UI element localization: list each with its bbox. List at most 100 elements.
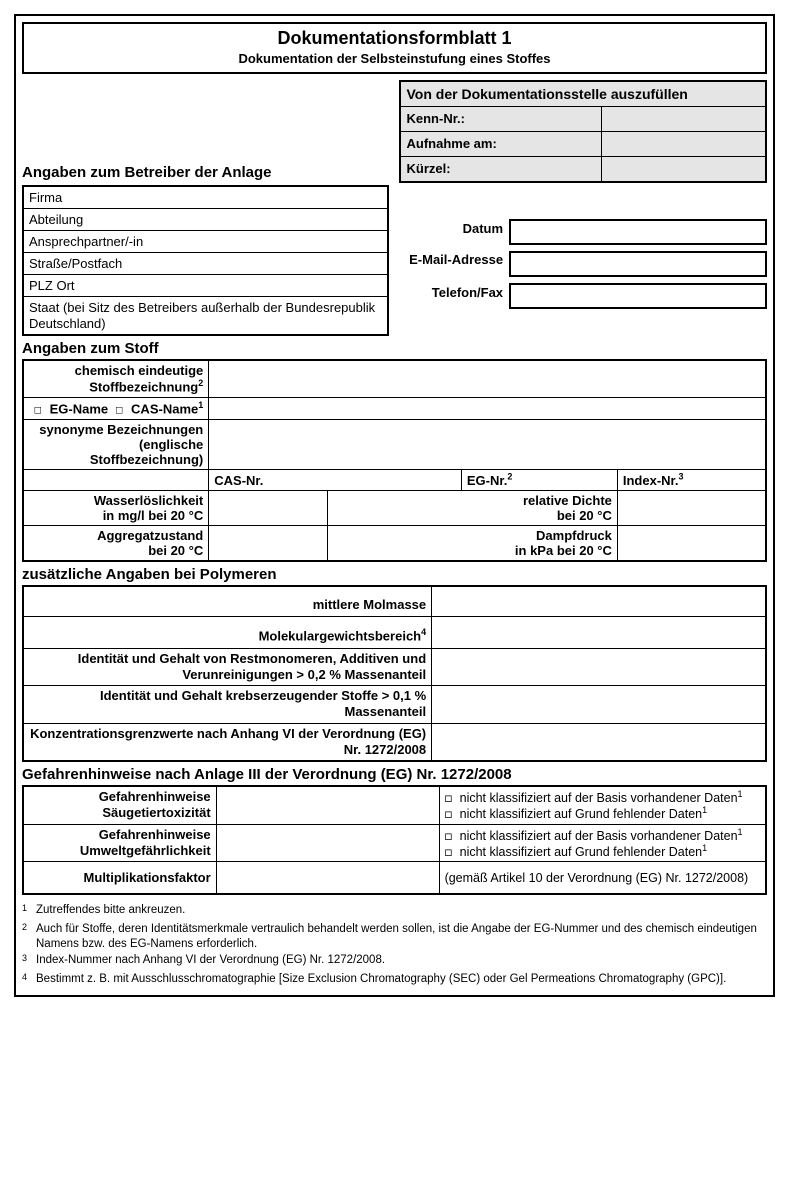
dichte-label-1: relative Dichte bbox=[523, 493, 612, 508]
wasser-label: Wasserlöslichkeit in mg/l bei 20 °C bbox=[23, 491, 209, 526]
syn-label-1: synonyme Bezeichnungen bbox=[39, 422, 203, 437]
konz-label: Konzentrationsgrenzwerte nach Anhang VI … bbox=[23, 723, 432, 761]
chem-label-text: chemisch eindeutige Stoffbezeichnung bbox=[75, 363, 204, 394]
molgewicht-label: Molekulargewichtsbereich4 bbox=[23, 617, 432, 648]
umwelt-label: Gefahrenhinweise Umweltgefährlichkeit bbox=[23, 824, 216, 862]
umwelt-options: ◻ nicht klassifiziert auf der Basis vorh… bbox=[439, 824, 766, 862]
abteilung-cell[interactable]: Abteilung bbox=[23, 209, 388, 231]
cas-name-checkbox[interactable]: ☐ bbox=[115, 402, 131, 417]
saege-opt-b-checkbox[interactable]: ◻ bbox=[445, 806, 460, 821]
saege-opt-a-label: nicht klassifiziert auf der Basis vorhan… bbox=[460, 791, 738, 805]
gefahr-table: Gefahrenhinweise Säugetiertoxizität ◻ ni… bbox=[22, 785, 767, 895]
rest-label: Identität und Gehalt von Restmonomeren, … bbox=[23, 648, 432, 686]
saege-opt-a-checkbox[interactable]: ◻ bbox=[445, 790, 460, 805]
fn1: Zutreffendes bitte ankreuzen. bbox=[36, 903, 767, 920]
kennnr-value[interactable] bbox=[601, 107, 765, 131]
konz-value[interactable] bbox=[432, 723, 766, 761]
tel-label: Telefon/Fax bbox=[399, 283, 510, 309]
casnr-header: CAS-Nr. bbox=[209, 469, 462, 490]
umwelt-opt-a-checkbox[interactable]: ◻ bbox=[445, 828, 460, 843]
syn-label-2: (englische Stoffbezeichnung) bbox=[90, 437, 203, 467]
umwelt-opt-b-label: nicht klassifiziert auf Grund fehlender … bbox=[460, 845, 703, 859]
form-container: Dokumentationsformblatt 1 Dokumentation … bbox=[14, 14, 775, 997]
kuerzel-label: Kürzel: bbox=[401, 157, 601, 181]
saege-options: ◻ nicht klassifiziert auf der Basis vorh… bbox=[439, 786, 766, 824]
docstelle-heading: Von der Dokumentationsstelle auszufüllen bbox=[401, 82, 766, 106]
name-value[interactable] bbox=[209, 397, 766, 419]
plz-cell[interactable]: PLZ Ort bbox=[23, 275, 388, 297]
email-label: E-Mail-Adresse bbox=[399, 251, 510, 277]
ansprech-cell[interactable]: Ansprechpartner/-in bbox=[23, 231, 388, 253]
empty-cell bbox=[23, 469, 209, 490]
multi-value[interactable] bbox=[216, 862, 439, 895]
saege-opt-b-label: nicht klassifiziert auf Grund fehlender … bbox=[460, 807, 703, 821]
dichte-label-2: bei 20 °C bbox=[557, 508, 612, 523]
tel-value[interactable] bbox=[509, 283, 767, 309]
polymer-table: mittlere Molmasse Molekulargewichtsberei… bbox=[22, 585, 767, 762]
title-main: Dokumentationsformblatt 1 bbox=[30, 28, 759, 49]
saege-value[interactable] bbox=[216, 786, 439, 824]
indexnr-header: Index-Nr.3 bbox=[617, 469, 766, 490]
umwelt-opt-a-label: nicht klassifiziert auf der Basis vorhan… bbox=[460, 829, 738, 843]
footnotes: 1Zutreffendes bitte ankreuzen. 2Auch für… bbox=[22, 903, 767, 989]
fn4: Bestimmt z. B. mit Ausschlusschromatogra… bbox=[36, 972, 767, 989]
cas-name-label: CAS-Name bbox=[131, 401, 198, 416]
datum-value[interactable] bbox=[509, 219, 767, 245]
firma-cell[interactable]: Firma bbox=[23, 186, 388, 209]
molgewicht-value[interactable] bbox=[432, 617, 766, 648]
syn-value[interactable] bbox=[209, 419, 766, 469]
aggr-label-2: bei 20 °C bbox=[148, 543, 203, 558]
dichte-label: relative Dichte bei 20 °C bbox=[328, 491, 618, 526]
kuerzel-value[interactable] bbox=[601, 157, 765, 181]
polymer-heading: zusätzliche Angaben bei Polymeren bbox=[22, 564, 767, 585]
aufnahme-label: Aufnahme am: bbox=[401, 132, 601, 156]
umwelt-opt-b-checkbox[interactable]: ◻ bbox=[445, 844, 460, 859]
stoff-heading: Angaben zum Stoff bbox=[22, 338, 767, 359]
dampf-label-2: in kPa bei 20 °C bbox=[515, 543, 612, 558]
betreiber-table: Firma Abteilung Ansprechpartner/-in Stra… bbox=[22, 185, 389, 336]
eg-name-checkbox[interactable]: ☐ bbox=[34, 402, 50, 417]
umwelt-value[interactable] bbox=[216, 824, 439, 862]
dampf-label-1: Dampfdruck bbox=[536, 528, 612, 543]
casnr-label: CAS-Nr. bbox=[214, 473, 263, 488]
title-sub: Dokumentation der Selbsteinstufung eines… bbox=[30, 51, 759, 66]
egnr-header: EG-Nr.2 bbox=[461, 469, 617, 490]
molmasse-value[interactable] bbox=[432, 586, 766, 617]
datum-label: Datum bbox=[399, 219, 510, 245]
dampf-value[interactable] bbox=[617, 526, 766, 562]
fn3: Index-Nummer nach Anhang VI der Verordnu… bbox=[36, 953, 767, 970]
aufnahme-value[interactable] bbox=[601, 132, 765, 156]
chem-label: chemisch eindeutige Stoffbezeichnung2 bbox=[23, 360, 209, 397]
aggr-value[interactable] bbox=[209, 526, 328, 562]
krebs-label: Identität und Gehalt krebserzeugender St… bbox=[23, 686, 432, 724]
aggr-label-1: Aggregatzustand bbox=[97, 528, 203, 543]
wasser-label-2: in mg/l bei 20 °C bbox=[103, 508, 204, 523]
kennnr-label: Kenn-Nr.: bbox=[401, 107, 601, 131]
saege-label: Gefahrenhinweise Säugetiertoxizität bbox=[23, 786, 216, 824]
email-value[interactable] bbox=[509, 251, 767, 277]
syn-label: synonyme Bezeichnungen (englische Stoffb… bbox=[23, 419, 209, 469]
chem-value[interactable] bbox=[209, 360, 766, 397]
egnr-label: EG-Nr. bbox=[467, 473, 507, 488]
rest-value[interactable] bbox=[432, 648, 766, 686]
fn2: Auch für Stoffe, deren Identitätsmerkmal… bbox=[36, 922, 767, 951]
krebs-value[interactable] bbox=[432, 686, 766, 724]
aggr-label: Aggregatzustand bei 20 °C bbox=[23, 526, 209, 562]
wasser-label-1: Wasserlöslichkeit bbox=[94, 493, 203, 508]
staat-cell[interactable]: Staat (bei Sitz des Betreibers außerhalb… bbox=[23, 297, 388, 336]
multi-text: (gemäß Artikel 10 der Verordnung (EG) Nr… bbox=[439, 862, 766, 895]
multi-label: Multiplikationsfaktor bbox=[23, 862, 216, 895]
betreiber-heading: Angaben zum Betreiber der Anlage bbox=[22, 158, 278, 183]
indexnr-label: Index-Nr. bbox=[623, 473, 679, 488]
molmasse-label: mittlere Molmasse bbox=[23, 586, 432, 617]
wasser-value[interactable] bbox=[209, 491, 328, 526]
docstelle-box: Von der Dokumentationsstelle auszufüllen… bbox=[399, 80, 768, 183]
dichte-value[interactable] bbox=[617, 491, 766, 526]
name-checkboxes: ☐ EG-Name ☐ CAS-Name1 bbox=[23, 397, 209, 419]
eg-name-label: EG-Name bbox=[50, 401, 109, 416]
molgewicht-text: Molekulargewichtsbereich bbox=[259, 629, 422, 644]
gefahr-heading: Gefahrenhinweise nach Anlage III der Ver… bbox=[22, 764, 767, 785]
stoff-table: chemisch eindeutige Stoffbezeichnung2 ☐ … bbox=[22, 359, 767, 562]
strasse-cell[interactable]: Straße/Postfach bbox=[23, 253, 388, 275]
dampf-label: Dampfdruck in kPa bei 20 °C bbox=[328, 526, 618, 562]
